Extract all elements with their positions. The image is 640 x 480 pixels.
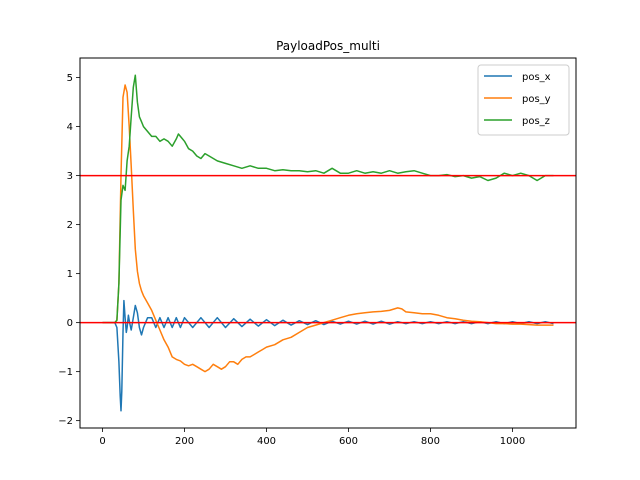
legend-label-pos-y: pos_y [522,94,551,105]
x-tick-label: 1000 [500,436,525,447]
y-tick-label: −1 [58,367,73,378]
chart-title: PayloadPos_multi [276,39,380,53]
x-tick-label: 800 [421,436,440,447]
x-tick-label: 200 [175,436,194,447]
series-line-pos-y [102,84,554,373]
y-tick-label: −2 [58,416,73,427]
y-tick-label: 2 [67,220,73,231]
reference-lines [80,174,576,324]
x-tick-label: 0 [99,436,105,447]
plot-frame [79,57,577,429]
legend-label-pos-z: pos_z [522,116,550,127]
x-tick-label: 400 [257,436,276,447]
series-line-pos-x [102,299,554,412]
legend: pos_x pos_y pos_z [477,64,570,136]
y-tick-label: 4 [67,122,73,133]
legend-box [477,64,570,136]
x-tick-label: 600 [339,436,358,447]
y-tick-label: 5 [67,73,73,84]
axis-ticks: 0 200 400 600 800 1000 −2 −1 0 1 2 3 4 5 [58,73,525,447]
y-tick-label: 1 [67,269,73,280]
y-tick-label: 0 [67,318,73,329]
y-tick-label: 3 [67,171,73,182]
legend-label-pos-x: pos_x [522,72,551,83]
